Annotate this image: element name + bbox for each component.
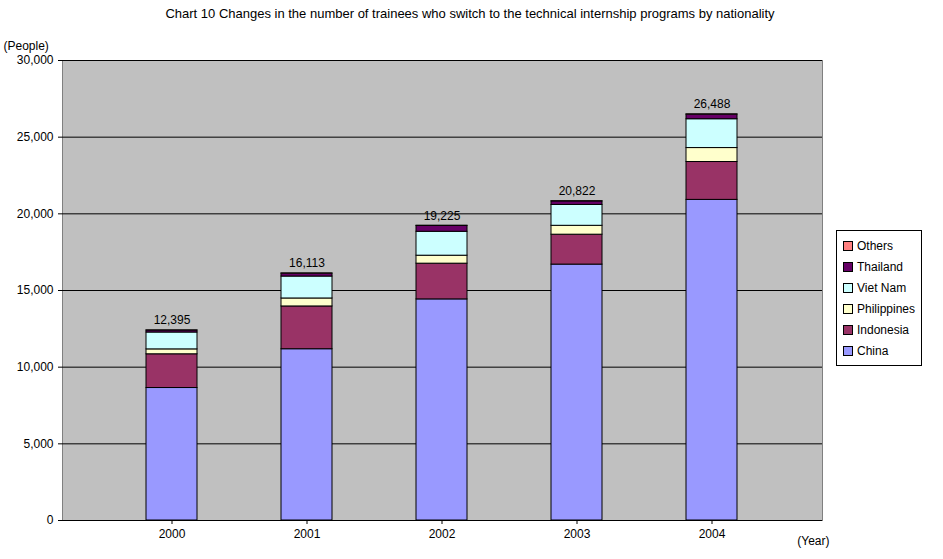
svg-text:2003: 2003 — [564, 527, 591, 541]
svg-text:16,113: 16,113 — [289, 256, 325, 270]
svg-text:10,000: 10,000 — [17, 360, 54, 374]
svg-text:2001: 2001 — [294, 527, 321, 541]
svg-text:26,488: 26,488 — [694, 97, 731, 111]
html-text:Thailand: Thailand — [857, 259, 903, 274]
svg-text:15,000: 15,000 — [17, 283, 54, 297]
svg-text:20,822: 20,822 — [559, 184, 596, 198]
svg-text:20,000: 20,000 — [17, 207, 54, 221]
svg-text:(Year): (Year) — [797, 534, 829, 548]
html-text:Chart 10 Changes in the number: Chart 10 Changes in the number of traine… — [165, 6, 775, 21]
html-text:Others: Others — [857, 238, 893, 253]
svg-text:2000: 2000 — [159, 527, 186, 541]
svg-text:2004: 2004 — [699, 527, 726, 541]
svg-text:25,000: 25,000 — [17, 130, 54, 144]
svg-text:30,000: 30,000 — [17, 53, 54, 67]
html-text:Viet Nam: Viet Nam — [857, 280, 907, 295]
svg-text:19,225: 19,225 — [424, 209, 461, 223]
html-text:China: China — [857, 343, 889, 358]
html-text:Indonesia: Indonesia — [857, 322, 909, 337]
svg-text:12,395: 12,395 — [154, 313, 191, 327]
svg-text:0: 0 — [47, 513, 54, 527]
svg-text:2002: 2002 — [429, 527, 456, 541]
svg-text:(People): (People) — [4, 39, 49, 53]
svg-text:5,000: 5,000 — [23, 437, 53, 451]
html-text:Philippines: Philippines — [857, 301, 915, 316]
